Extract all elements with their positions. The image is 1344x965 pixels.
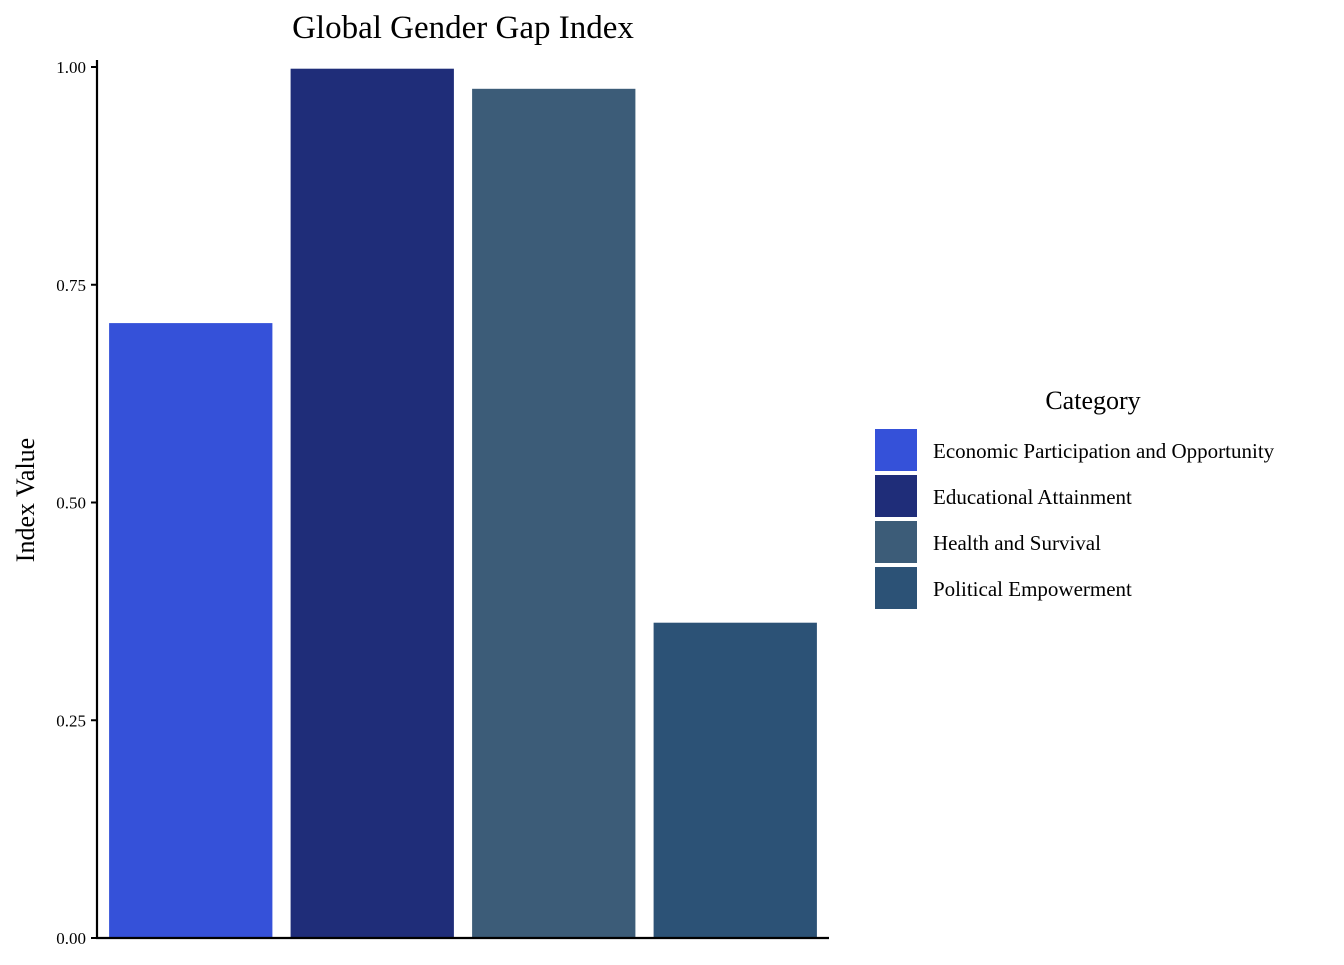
plot-area xyxy=(109,68,817,939)
y-axis-ticks: 0.00 0.25 0.50 0.75 1.00 xyxy=(56,58,97,948)
bar-3 xyxy=(472,88,636,939)
legend-key-2 xyxy=(875,475,917,517)
y-tick-label: 0.50 xyxy=(56,494,86,513)
chart-title: Global Gender Gap Index xyxy=(292,10,634,46)
y-tick-label: 0.75 xyxy=(56,276,86,295)
legend-entries: Economic Participation and Opportunity Ed… xyxy=(875,429,1275,609)
legend-label-2: Educational Attainment xyxy=(933,485,1132,509)
legend-label-3: Health and Survival xyxy=(933,531,1101,555)
y-tick-label: 0.00 xyxy=(56,929,86,948)
legend-label-4: Political Empowerment xyxy=(933,577,1132,601)
y-axis-title: Index Value xyxy=(11,438,40,562)
legend-key-1 xyxy=(875,429,917,471)
legend-label-1: Economic Participation and Opportunity xyxy=(933,439,1275,463)
y-tick-label: 1.00 xyxy=(56,58,86,77)
legend-title: Category xyxy=(1045,386,1140,415)
bar-1 xyxy=(109,323,273,939)
legend: Category Economic Participation and Oppo… xyxy=(875,386,1275,609)
bar-4 xyxy=(653,622,817,938)
legend-key-3 xyxy=(875,521,917,563)
legend-key-4 xyxy=(875,567,917,609)
y-tick-label: 0.25 xyxy=(56,711,86,730)
bar-2 xyxy=(290,68,454,938)
